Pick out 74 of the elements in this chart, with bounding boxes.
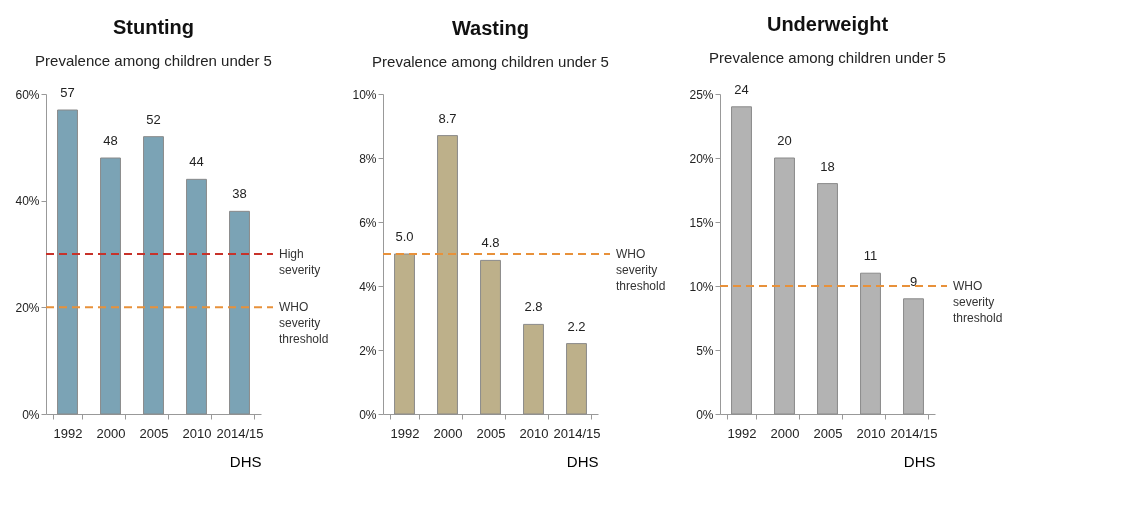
bar: [903, 298, 924, 415]
y-tick-label: 5%: [696, 343, 714, 358]
chart-subtitle: Prevalence among children under 5: [709, 48, 946, 66]
bar: [394, 253, 415, 415]
x-tick-label: 2000: [96, 425, 126, 441]
x-axis-title: DHS: [566, 452, 599, 470]
bar: [57, 109, 78, 415]
bar: [229, 210, 250, 415]
ref-line-label: WHO severity threshold: [616, 247, 666, 293]
ref-line-label: WHO severity threshold: [279, 300, 329, 347]
y-tick-label: 40%: [15, 194, 40, 209]
chart-subtitle: Prevalence among children under 5: [35, 52, 272, 69]
ref-line-label: WHO severity threshold: [953, 279, 1003, 325]
y-tick-label: 20%: [689, 151, 714, 166]
x-tick-label: 1992: [390, 425, 420, 441]
data-label: 44: [189, 154, 204, 170]
x-tick-label: 2014/15: [216, 425, 264, 441]
y-tick-label: 2%: [359, 343, 377, 358]
y-tick-label: 4%: [359, 279, 377, 294]
y-tick-label: 0%: [22, 407, 40, 422]
x-tick-label: 2005: [476, 425, 506, 441]
bar: [860, 272, 881, 415]
x-tick-label: 2000: [433, 425, 463, 441]
bar: [437, 135, 458, 415]
bar: [186, 178, 207, 415]
bar: [774, 157, 795, 415]
x-tick-label: 2010: [519, 425, 549, 441]
chart-subtitle: Prevalence among children under 5: [372, 53, 609, 70]
x-tick-label: 1992: [53, 425, 83, 441]
ref-line-label: High severity: [279, 247, 321, 277]
y-tick-label: 0%: [696, 407, 714, 422]
x-tick-label: 2014/15: [553, 425, 601, 441]
data-label: 8.7: [438, 110, 457, 126]
x-tick-label: 2014/15: [890, 425, 938, 441]
y-tick-label: 0%: [359, 407, 377, 422]
y-tick-label: 8%: [359, 151, 377, 166]
data-label: 24: [734, 81, 749, 97]
data-label: 2.8: [524, 299, 543, 315]
data-label: 38: [232, 186, 247, 202]
bar: [566, 343, 587, 415]
y-tick-label: 20%: [15, 300, 40, 315]
bar: [523, 323, 544, 415]
data-label: 20: [777, 133, 792, 148]
data-label: 11: [863, 248, 878, 264]
y-tick-label: 15%: [689, 215, 714, 230]
y-tick-label: 10%: [352, 87, 377, 102]
data-label: 18: [820, 158, 835, 174]
bar: [480, 259, 501, 415]
data-label: 2.2: [567, 318, 586, 334]
x-axis-title: DHS: [229, 452, 262, 470]
x-tick-label: 2005: [813, 425, 843, 441]
chart-title: Wasting: [451, 17, 530, 39]
x-tick-label: 1992: [727, 425, 757, 441]
chart-title: Underweight: [766, 12, 889, 35]
x-tick-label: 2005: [139, 425, 169, 441]
y-tick-label: 6%: [359, 215, 377, 230]
x-axis-title: DHS: [903, 452, 936, 470]
data-label: 57: [60, 85, 75, 100]
bar: [731, 106, 752, 415]
data-label: 5.0: [395, 229, 414, 244]
bar: [817, 183, 838, 415]
chart-title: Stunting: [112, 16, 195, 38]
y-tick-label: 25%: [689, 87, 714, 102]
y-tick-label: 60%: [15, 87, 40, 102]
data-label: 9: [909, 273, 918, 289]
x-tick-label: 2000: [770, 425, 800, 441]
bar: [100, 157, 121, 415]
data-label: 4.8: [481, 235, 500, 251]
x-tick-label: 2010: [182, 425, 212, 441]
bar: [143, 136, 164, 415]
x-tick-label: 2010: [856, 425, 886, 441]
data-label: 48: [103, 133, 118, 148]
data-label: 52: [146, 111, 161, 127]
y-tick-label: 10%: [689, 279, 714, 294]
